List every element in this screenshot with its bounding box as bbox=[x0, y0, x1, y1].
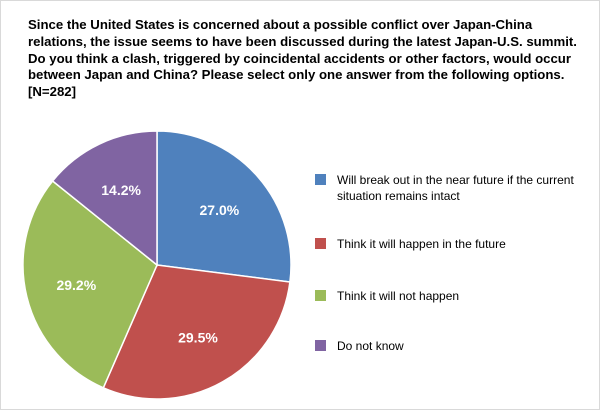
legend-swatch bbox=[315, 290, 326, 301]
legend-swatch bbox=[315, 340, 326, 351]
slice-data-label-2: 29.5% bbox=[178, 329, 218, 345]
legend-label: Do not know bbox=[337, 339, 404, 353]
pie-slice-4 bbox=[51, 130, 158, 267]
legend-swatch bbox=[315, 174, 326, 185]
legend-label: Think it will happen in the future bbox=[337, 237, 506, 251]
legend-swatch bbox=[315, 238, 326, 249]
chart-title: Since the United States is concerned abo… bbox=[28, 17, 577, 100]
pie-slice-2 bbox=[102, 264, 291, 400]
slice-data-label-1: 27.0% bbox=[200, 202, 240, 218]
slice-data-label-3: 29.2% bbox=[56, 277, 96, 293]
slice-data-label-4: 14.2% bbox=[101, 182, 141, 198]
legend-label: Think it will not happen bbox=[337, 289, 460, 303]
pie-slice-3 bbox=[22, 179, 158, 389]
pie-slice-1 bbox=[156, 130, 292, 283]
legend-label: Will break out in the near future if the… bbox=[337, 173, 574, 203]
